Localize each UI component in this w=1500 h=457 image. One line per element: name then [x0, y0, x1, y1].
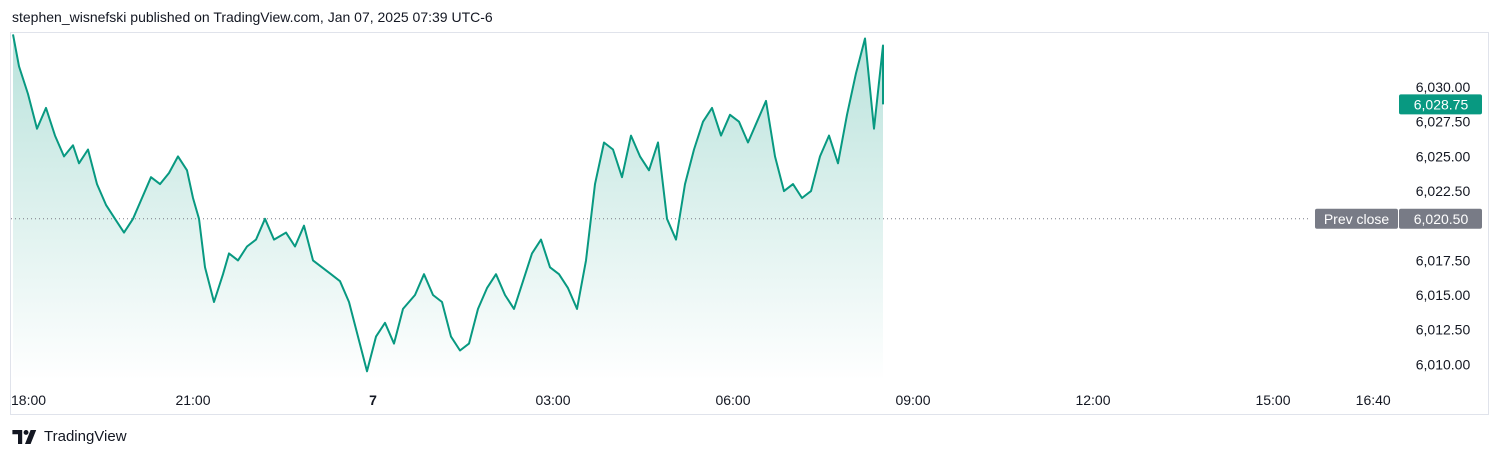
- x-tick-label: 09:00: [895, 392, 930, 408]
- x-tick-label: 06:00: [715, 392, 750, 408]
- x-tick-label: 7: [369, 392, 377, 408]
- price-series-line: [12, 34, 884, 373]
- y-tick-label: 6,012.50: [1416, 322, 1471, 338]
- x-tick-label: 03:00: [535, 392, 570, 408]
- prev-close-value-tag: [1399, 208, 1482, 229]
- x-tick-label: 21:00: [175, 392, 210, 408]
- x-axis[interactable]: 18:00 21:00 7 03:00 06:00 09:00 12:00 15:00 16:4…: [11, 392, 1391, 408]
- publication-attribution: stephen_wisnefski published on TradingVi…: [12, 9, 493, 25]
- price-tags: 6,028.75 Prev close 6,020.50: [1315, 94, 1482, 229]
- y-tick-label: 6,015.00: [1416, 287, 1471, 303]
- price-chart[interactable]: 6,030.00 6,027.50 6,025.00 6,022.50 6,017.50…: [11, 33, 1490, 416]
- y-tick-label: 6,017.50: [1416, 252, 1471, 268]
- prev-close-name-label: Prev close: [1324, 211, 1390, 227]
- y-tick-label: 6,010.00: [1416, 356, 1471, 372]
- price-line: [12, 34, 884, 373]
- footer: TradingView: [12, 428, 127, 445]
- y-tick-label: 6,030.00: [1416, 79, 1471, 95]
- y-axis[interactable]: 6,030.00 6,027.50 6,025.00 6,022.50 6,017.50…: [1416, 79, 1471, 372]
- y-tick-label: 6,027.50: [1416, 114, 1471, 130]
- chart-frame[interactable]: 6,030.00 6,027.50 6,025.00 6,022.50 6,017.50…: [10, 32, 1489, 415]
- last-price-label: 6,028.75: [1414, 96, 1469, 112]
- y-tick-label: 6,025.00: [1416, 148, 1471, 164]
- price-area: [13, 34, 883, 382]
- x-tick-label: 12:00: [1075, 392, 1110, 408]
- x-tick-label: 16:40: [1356, 392, 1391, 408]
- tradingview-logo-icon[interactable]: [12, 429, 38, 444]
- footer-brand-text[interactable]: TradingView: [44, 428, 127, 445]
- prev-close-name-tag: [1315, 208, 1398, 229]
- price-area-fill: [13, 34, 883, 382]
- last-price-tag: [1399, 94, 1482, 115]
- y-tick-label: 6,022.50: [1416, 183, 1471, 199]
- prev-close-value-label: 6,020.50: [1414, 211, 1469, 227]
- x-tick-label: 18:00: [11, 392, 46, 408]
- x-tick-label: 15:00: [1255, 392, 1290, 408]
